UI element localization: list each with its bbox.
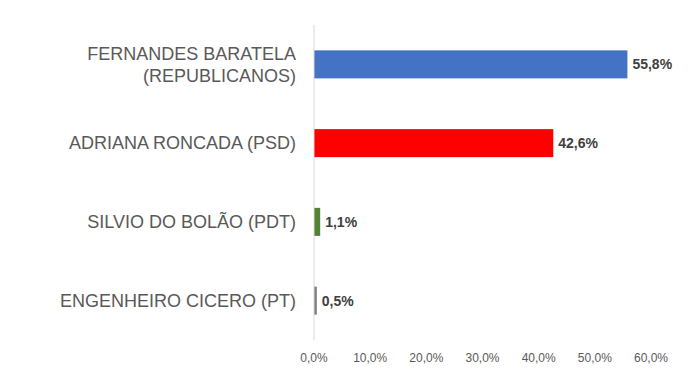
data-label: 1,1% bbox=[325, 214, 357, 230]
bar bbox=[314, 208, 320, 236]
chart-svg: 0,0% 10,0% 20,0% 30,0% 40,0% 50,0% 60,0% FERNAN… bbox=[0, 0, 690, 386]
category-label-line: ENGENHEIRO CICERO (PT) bbox=[60, 291, 296, 311]
x-tick-label: 20,0% bbox=[409, 351, 443, 365]
category-label-line: SILVIO DO BOLÃO (PDT) bbox=[87, 211, 296, 232]
category-label-line: ADRIANA RONCADA (PSD) bbox=[69, 133, 296, 153]
x-tick-label: 0,0% bbox=[300, 351, 328, 365]
y-axis: FERNANDES BARATELA(REPUBLICANOS) ADRIANA … bbox=[60, 44, 296, 311]
data-labels: 55,8% 42,6% 1,1% 0,5% bbox=[322, 56, 673, 308]
category-label: ENGENHEIRO CICERO (PT) bbox=[60, 291, 296, 311]
x-tick-label: 30,0% bbox=[465, 351, 499, 365]
data-label: 55,8% bbox=[632, 56, 672, 72]
bar bbox=[314, 129, 553, 157]
data-label: 42,6% bbox=[558, 135, 598, 151]
bars bbox=[314, 50, 627, 314]
data-label: 0,5% bbox=[322, 293, 354, 309]
category-label-line: (REPUBLICANOS) bbox=[143, 66, 296, 86]
category-label-line: FERNANDES BARATELA bbox=[87, 44, 296, 64]
x-tick-label: 40,0% bbox=[522, 351, 556, 365]
x-tick-label: 50,0% bbox=[578, 351, 612, 365]
x-axis: 0,0% 10,0% 20,0% 30,0% 40,0% 50,0% 60,0% bbox=[300, 340, 668, 365]
category-label: ADRIANA RONCADA (PSD) bbox=[69, 133, 296, 153]
axis-line bbox=[314, 25, 315, 340]
x-tick-label: 10,0% bbox=[353, 351, 387, 365]
chart-container: 0,0% 10,0% 20,0% 30,0% 40,0% 50,0% 60,0% FERNAN… bbox=[0, 0, 690, 386]
x-tick-label: 60,0% bbox=[634, 351, 668, 365]
bar bbox=[314, 50, 627, 78]
category-label: SILVIO DO BOLÃO (PDT) bbox=[87, 211, 296, 232]
category-label: FERNANDES BARATELA(REPUBLICANOS) bbox=[87, 44, 296, 86]
